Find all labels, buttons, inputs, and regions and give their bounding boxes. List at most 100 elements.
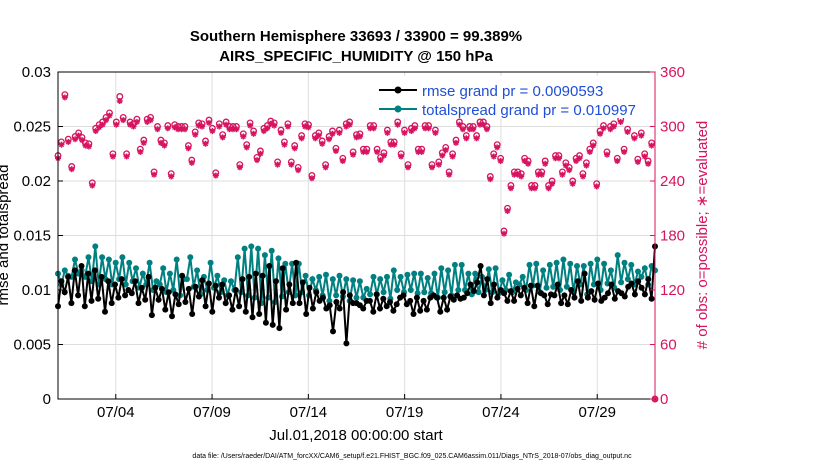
star-stroke [58, 142, 65, 148]
data-point [618, 279, 625, 286]
data-point [333, 292, 340, 299]
star-stroke [419, 149, 425, 155]
obs-evaluated-marker [192, 131, 199, 138]
x-tick-label: 07/04 [97, 404, 135, 421]
y-right-tick-label: 0 [660, 391, 668, 408]
y-right-tick-label: 300 [660, 119, 685, 136]
star-stroke [395, 122, 401, 128]
obs-evaluated-marker [350, 151, 357, 158]
star-stroke [580, 173, 586, 180]
obs-evaluated-marker [490, 153, 497, 160]
data-point [550, 283, 557, 290]
data-point [491, 281, 497, 288]
star-stroke [377, 157, 384, 163]
data-point [370, 308, 377, 315]
data-point [638, 284, 645, 291]
data-point [563, 283, 570, 290]
star-stroke [254, 157, 260, 163]
star-stroke [220, 134, 226, 140]
obs-evaluated-marker [209, 128, 216, 135]
obs-evaluated-marker [614, 158, 621, 165]
data-point [262, 319, 269, 326]
data-point [645, 276, 652, 283]
data-point [189, 311, 196, 317]
star-stroke [597, 131, 603, 137]
data-point [638, 273, 645, 280]
obs-evaluated-marker [332, 148, 339, 155]
star-stroke [583, 162, 589, 169]
star-stroke [120, 117, 126, 123]
star-stroke [429, 164, 435, 170]
data-point [195, 293, 202, 300]
obs-evaluated-marker [497, 158, 504, 165]
obs-evaluated-marker [123, 153, 130, 160]
data-point [507, 288, 514, 295]
star-stroke [648, 142, 655, 149]
obs-evaluated-marker [453, 139, 459, 146]
data-point [438, 265, 445, 272]
obs-evaluated-marker [288, 161, 295, 168]
data-point [451, 261, 458, 268]
star-stroke [237, 164, 243, 170]
obs-evaluated-marker [257, 150, 264, 157]
star-stroke [130, 123, 137, 130]
data-point [296, 300, 303, 307]
obs-evaluated-marker [219, 134, 226, 141]
data-point [458, 261, 465, 268]
data-point [313, 289, 320, 296]
obs-evaluated-marker [130, 123, 137, 130]
obs-evaluated-marker [380, 152, 387, 159]
data-point [420, 297, 427, 304]
totalspread-series [55, 243, 658, 307]
star-stroke [501, 231, 507, 237]
star-stroke [323, 164, 329, 170]
legend-rmse-marker [394, 86, 402, 94]
data-point [259, 272, 266, 279]
data-point [192, 283, 199, 290]
obs-evaluated-marker [487, 176, 494, 183]
star-stroke [93, 128, 99, 134]
data-point [306, 284, 313, 291]
star-stroke [281, 142, 288, 148]
data-point [273, 278, 279, 285]
obs-evaluated-marker [370, 125, 377, 132]
data-point [256, 311, 263, 317]
data-point [441, 289, 448, 296]
star-stroke [165, 125, 171, 131]
star-stroke [542, 161, 548, 167]
obs-evaluated-marker [336, 129, 343, 136]
obs-evaluated-marker [583, 162, 590, 169]
obs-evaluated-marker [597, 130, 604, 137]
obs-evaluated-marker [459, 126, 466, 133]
obs-evaluated-marker [99, 121, 106, 128]
data-point [293, 259, 300, 266]
obs-evaluated-marker [284, 123, 291, 130]
star-stroke [278, 130, 284, 136]
obs-evaluated-marker [106, 112, 113, 119]
star-stroke [168, 173, 174, 180]
data-point [595, 280, 601, 287]
data-point [526, 261, 533, 268]
left-axis: 0 0.005 0.01 0.015 0.02 0.025 0.03 [13, 64, 63, 408]
obs-evaluated-marker [600, 125, 607, 132]
data-point [527, 282, 534, 289]
data-point [126, 259, 133, 266]
data-point [417, 270, 424, 277]
data-point [467, 281, 474, 288]
data-point [393, 301, 400, 308]
legend-box [374, 76, 652, 118]
star-stroke [624, 129, 631, 135]
chart-subtitle: AIRS_SPECIFIC_HUMIDITY @ 150 hPa [219, 48, 493, 65]
data-point [370, 273, 377, 280]
data-point [390, 267, 397, 274]
data-point [105, 278, 112, 285]
data-point [373, 291, 380, 298]
star-stroke [504, 208, 511, 214]
obs-evaluated-marker [542, 160, 549, 167]
data-point [102, 308, 108, 315]
data-point [252, 270, 259, 277]
data-point [594, 256, 601, 263]
data-point [326, 297, 333, 304]
obs-evaluated-marker [240, 133, 247, 140]
data-point [98, 273, 105, 280]
